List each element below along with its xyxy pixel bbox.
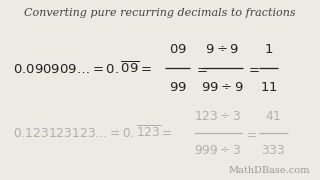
Text: $=$: $=$ xyxy=(194,62,208,75)
Text: $0.090909{\ldots} = 0.\overline{09} =$: $0.090909{\ldots} = 0.\overline{09} =$ xyxy=(13,60,152,76)
Text: $333$: $333$ xyxy=(261,144,286,157)
Text: $99 \div 9$: $99 \div 9$ xyxy=(201,81,244,94)
Text: $999 \div 3$: $999 \div 3$ xyxy=(194,144,241,157)
Text: $1$: $1$ xyxy=(264,43,273,56)
Text: MathDBase.com: MathDBase.com xyxy=(229,166,310,175)
Text: $=$: $=$ xyxy=(246,62,260,75)
Text: $9 \div 9$: $9 \div 9$ xyxy=(205,43,239,56)
Text: $0.123123123{\ldots} = 0.\overline{123} =$: $0.123123123{\ldots} = 0.\overline{123} … xyxy=(13,125,172,141)
Text: $=$: $=$ xyxy=(244,127,257,140)
Text: $123 \div 3$: $123 \div 3$ xyxy=(194,110,241,123)
Text: Converting pure recurring decimals to fractions: Converting pure recurring decimals to fr… xyxy=(24,8,296,18)
Text: $09$: $09$ xyxy=(169,43,187,56)
Text: $41$: $41$ xyxy=(265,110,282,123)
Text: $11$: $11$ xyxy=(260,81,278,94)
Text: $99$: $99$ xyxy=(169,81,187,94)
